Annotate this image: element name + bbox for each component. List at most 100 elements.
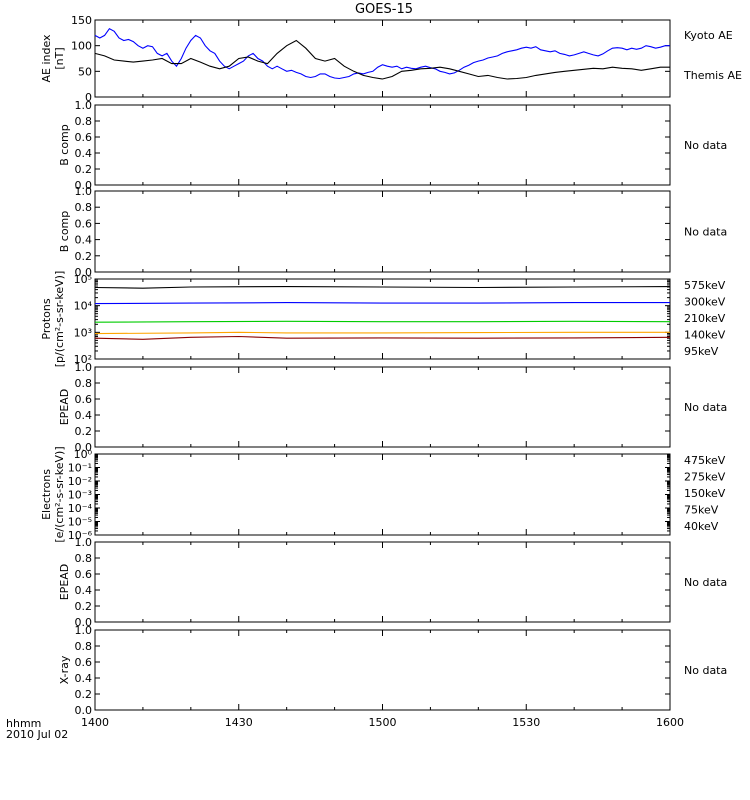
panel-frame [94, 541, 671, 623]
y-tick-label: 1.0 [75, 99, 93, 112]
panel-b-comp-2: 0.0 0.2 0.4 0.6 0.8 1.0 B comp No data [58, 185, 727, 279]
y-axis-label: Electrons[e/(cm²-s-sr-keV)] [40, 446, 66, 542]
panel-frame [94, 629, 671, 711]
legend-label: 95keV [684, 345, 719, 358]
y-tick-label: 0.4 [75, 584, 93, 597]
y-tick-label: 0.2 [75, 425, 93, 438]
series-line [94, 320, 671, 323]
y-tick-label: 0.2 [75, 600, 93, 613]
legend-label: 575keV [684, 279, 726, 292]
y-tick-label: 10⁻⁴ [68, 502, 93, 515]
y-tick-label: 10⁻¹ [68, 462, 92, 475]
y-tick-label: 10⁴ [74, 300, 93, 313]
panel-frame [94, 190, 671, 273]
y-tick-label: 10⁰ [74, 448, 93, 461]
y-tick-label: 150 [71, 14, 92, 27]
x-tick-label: 1430 [225, 716, 253, 729]
y-axis-label-line: Protons [40, 298, 53, 339]
y-tick-label: 0.2 [75, 163, 93, 176]
y-axis-label: EPEAD [58, 389, 71, 426]
y-axis-label-line: AE index [40, 34, 53, 83]
y-tick-label: 0.0 [75, 266, 93, 279]
y-tick-label: 0.8 [75, 552, 93, 565]
y-axis-label: B comp [58, 211, 71, 253]
y-axis-label-line: [nT] [53, 47, 66, 69]
y-tick-label: 0.6 [75, 568, 93, 581]
x-tick-label: 1600 [656, 716, 684, 729]
no-data-label: No data [684, 139, 727, 152]
panel-stack: 0 50 100 150 AE index[nT] Kyoto AE Themis AE 0.… [40, 14, 742, 717]
legend-label: 140keV [684, 329, 726, 342]
y-tick-label: 0.6 [75, 656, 93, 669]
y-tick-label: 0.8 [75, 377, 93, 390]
y-axis-label-line: EPEAD [58, 564, 71, 601]
y-tick-label: 10⁻³ [68, 489, 92, 502]
y-axis-label-line: B comp [58, 124, 71, 166]
y-tick-label: 0.2 [75, 250, 93, 263]
legend-label: 475keV [684, 454, 726, 467]
panel-frame [94, 453, 671, 536]
y-tick-label: 10² [74, 353, 92, 366]
panel-frame [94, 366, 671, 448]
y-tick-label: 10⁻² [68, 475, 92, 488]
y-tick-label: 10⁻⁵ [68, 516, 92, 529]
y-tick-label: 0.4 [75, 672, 93, 685]
panel-frame [94, 278, 671, 360]
y-tick-label: 10⁻⁶ [68, 529, 93, 542]
y-axis-label-line: [p/(cm²-s-sr-keV)] [53, 271, 66, 368]
legend-label: 275keV [684, 471, 726, 484]
x-tick-label: 1530 [512, 716, 540, 729]
series-line [94, 39, 670, 80]
y-tick-label: 1.0 [75, 536, 93, 549]
y-tick-label: 0.4 [75, 234, 93, 247]
panel-frame [94, 104, 671, 186]
y-tick-label: 0.4 [75, 147, 93, 160]
legend-label: 300keV [684, 296, 726, 309]
legend-label: Kyoto AE [684, 29, 733, 42]
y-tick-label: 0.6 [75, 131, 93, 144]
no-data-label: No data [684, 226, 727, 239]
y-tick-label: 0.6 [75, 393, 93, 406]
y-axis-label: X-ray [58, 655, 71, 684]
panel-epead-2: 0.0 0.2 0.4 0.6 0.8 1.0 EPEAD No data [58, 536, 727, 629]
panel-epead-1: 0.0 0.2 0.4 0.6 0.8 1.0 EPEAD No data [58, 361, 727, 454]
panel-protons: 10² 10³ 10⁴ 10⁵ Protons[p/(cm²-s-sr-keV)] 575… [40, 271, 726, 368]
y-tick-label: 0.0 [75, 616, 93, 629]
y-tick-label: 50 [78, 65, 92, 78]
y-tick-label: 0.0 [75, 704, 93, 717]
y-tick-label: 0.6 [75, 217, 93, 230]
panel-x-ray: 0.0 0.2 0.4 0.6 0.8 1.0 X-ray No data [58, 624, 727, 717]
legend-label: 75keV [684, 504, 719, 517]
legend-label: 210keV [684, 312, 726, 325]
x-tick-label: 1400 [81, 716, 109, 729]
series-line [94, 27, 670, 80]
series-line [94, 286, 671, 289]
y-tick-label: 100 [71, 40, 92, 53]
y-tick-label: 0 [85, 91, 92, 104]
y-tick-label: 1.0 [75, 361, 93, 374]
panel-b-comp-1: 0.0 0.2 0.4 0.6 0.8 1.0 B comp No data [58, 99, 727, 192]
panel-ae: 0 50 100 150 AE index[nT] Kyoto AE Themis AE [40, 14, 742, 104]
y-tick-label: 1.0 [75, 624, 93, 637]
y-tick-label: 0.2 [75, 688, 93, 701]
y-axis-label: Protons[p/(cm²-s-sr-keV)] [40, 271, 66, 368]
legend-label: 150keV [684, 487, 726, 500]
y-axis-label: EPEAD [58, 564, 71, 601]
y-tick-label: 10⁵ [74, 273, 92, 286]
no-data-label: No data [684, 664, 727, 677]
no-data-label: No data [684, 576, 727, 589]
y-tick-label: 0.8 [75, 640, 93, 653]
series-line [94, 302, 670, 305]
no-data-label: No data [684, 401, 727, 414]
date-label: 2010 Jul 02 [6, 728, 68, 741]
y-axis-label-line: X-ray [58, 655, 71, 684]
x-tick-label: 1500 [369, 716, 397, 729]
y-tick-label: 1.0 [75, 185, 93, 198]
time-axis: hhmm 2010 Jul 02 1400 1430 1500 1530 1600 [6, 716, 684, 741]
y-axis-label-line: B comp [58, 211, 71, 253]
y-tick-label: 10³ [74, 326, 92, 339]
legend-label: 40keV [684, 520, 719, 533]
y-tick-label: 0.4 [75, 409, 93, 422]
